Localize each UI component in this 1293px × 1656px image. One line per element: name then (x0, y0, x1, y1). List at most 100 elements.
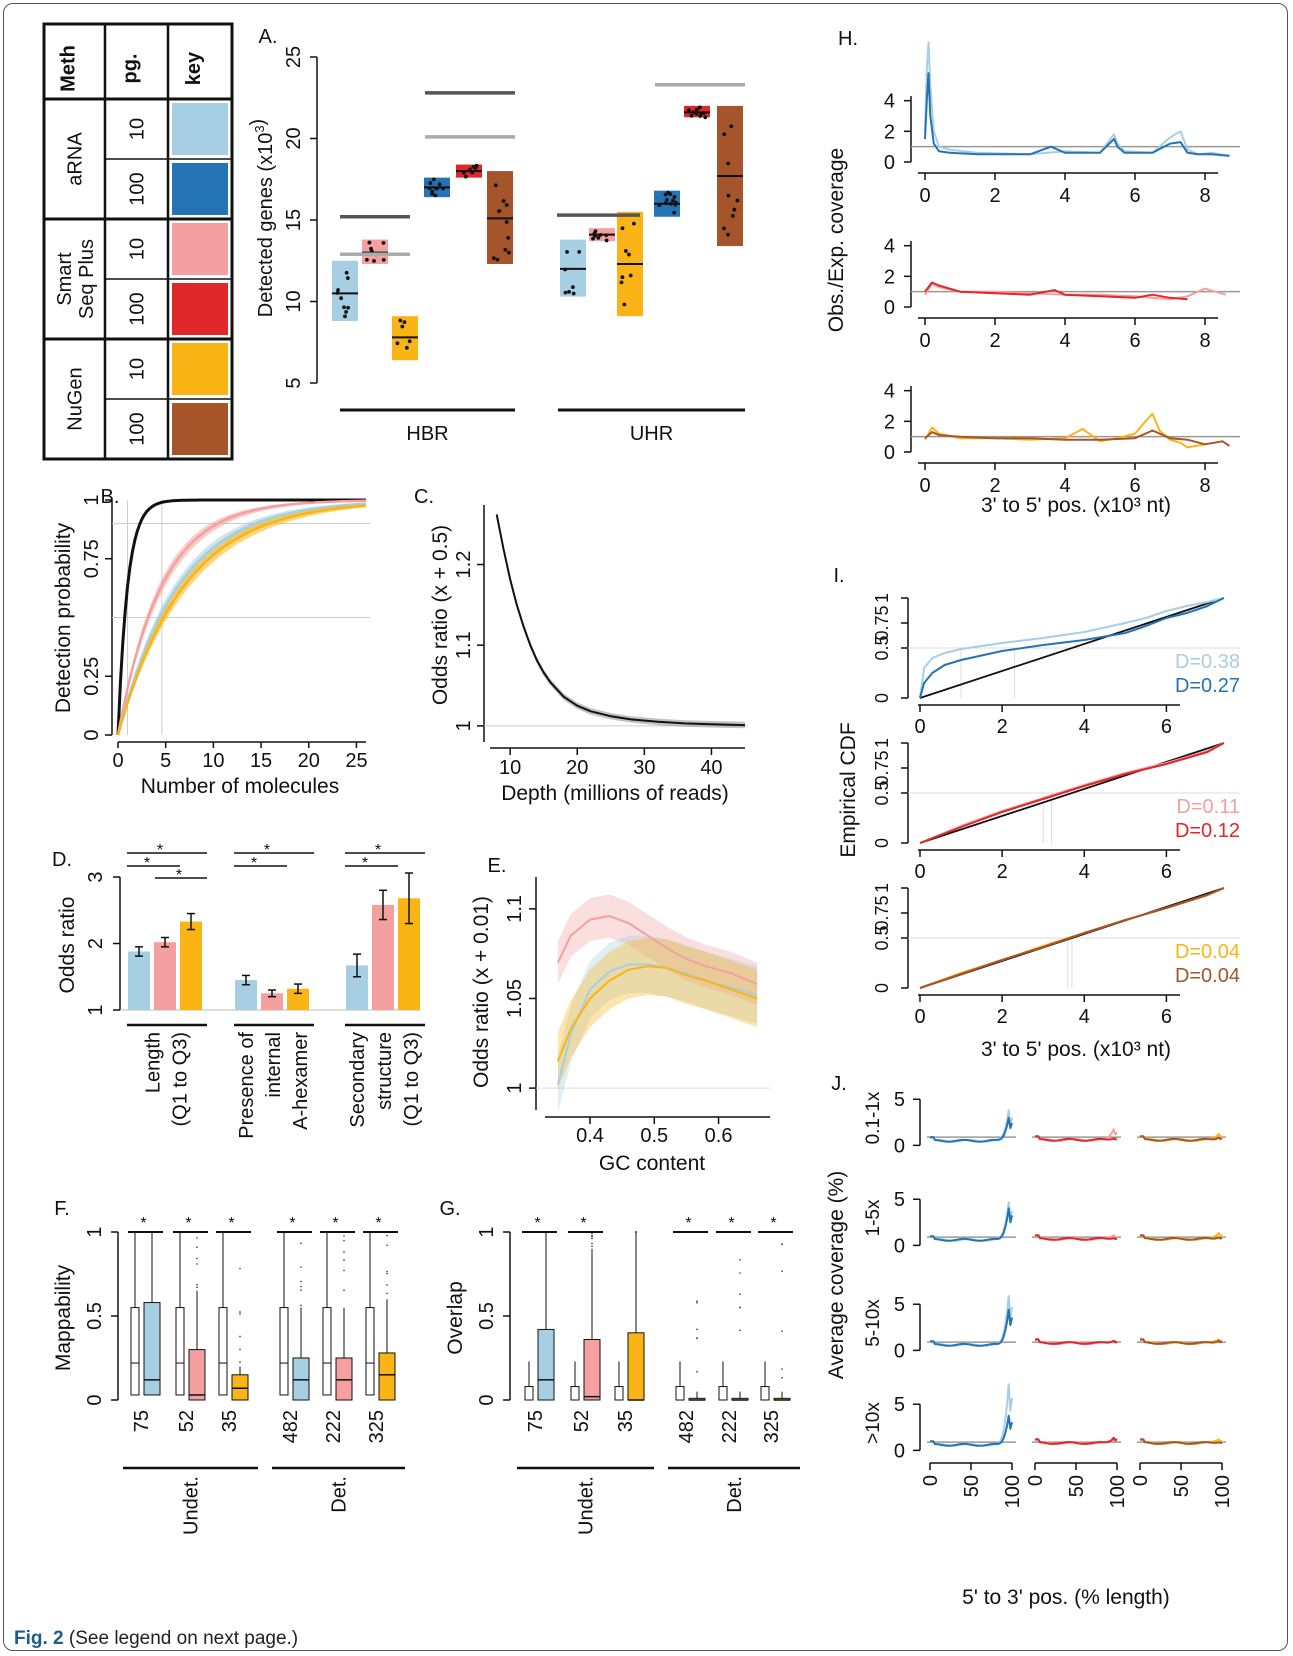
point-a (672, 210, 677, 215)
tick-label-i: 0.75 (872, 750, 892, 785)
axis-title: Mappability (52, 1264, 75, 1371)
bar-d (180, 921, 202, 1010)
outlier (239, 1335, 241, 1338)
point-a (695, 107, 699, 112)
tick-label-j: 100 (1212, 1475, 1234, 1508)
point-a (668, 201, 673, 206)
point-a (372, 259, 376, 263)
outlier (386, 1234, 388, 1237)
axis-title-a-part: ) (247, 119, 269, 126)
panel-label-c: C. (414, 486, 434, 508)
line-j (1034, 1234, 1118, 1241)
key-table-header: Meth (58, 45, 80, 92)
key-method-label: Smart (54, 252, 76, 306)
point-a (604, 233, 609, 238)
bar-d (346, 965, 368, 1010)
tick-label-a: 10 (283, 290, 305, 312)
tick-label-i: 0 (872, 838, 892, 848)
outlier (591, 1236, 593, 1238)
line-e (556, 915, 758, 986)
point-a (571, 291, 576, 296)
outlier (591, 1245, 593, 1247)
tick-label-h: 4 (1059, 330, 1070, 352)
line-h (924, 41, 1230, 157)
tick-label-j: 50 (1171, 1475, 1193, 1497)
row-label-j: >10x (863, 1402, 884, 1444)
tick-label-a: 5 (283, 377, 305, 388)
tick-label-h: 8 (1199, 475, 1210, 497)
point-a (470, 170, 475, 175)
group-label-a: HBR (406, 423, 448, 445)
group-label: Det. (724, 1476, 746, 1513)
point-a (689, 113, 694, 118)
point-a (474, 163, 479, 168)
outlier (781, 1243, 783, 1245)
axis-title-d: Odds ratio (56, 897, 79, 994)
outlier (196, 1286, 198, 1289)
outlier (635, 1231, 637, 1233)
point-a (673, 200, 678, 205)
count-label: 52 (571, 1410, 593, 1432)
bar-d (128, 951, 150, 1010)
point-a (497, 209, 502, 213)
line-j (1034, 1436, 1118, 1445)
outlier (696, 1328, 698, 1331)
point-a (577, 250, 582, 254)
point-a (732, 207, 737, 212)
significance-star: * (728, 1215, 734, 1232)
significance-star: * (289, 1215, 295, 1232)
point-a (506, 250, 511, 255)
line-j (1139, 1338, 1223, 1345)
ks-label-i: D=0.04 (1175, 965, 1240, 987)
outlier (696, 1337, 698, 1339)
tick-label: 0.5 (84, 1302, 106, 1330)
outlier (781, 1330, 783, 1333)
axis-title: Overlap (444, 1281, 467, 1355)
line-j (1034, 1135, 1118, 1142)
line-j (1034, 1338, 1118, 1345)
ks-label-i: D=0.11 (1176, 796, 1240, 818)
significance-star-d: * (251, 855, 257, 872)
figure-frame (3, 3, 1288, 1651)
point-a (433, 193, 438, 198)
count-label: 75 (131, 1410, 153, 1432)
point-a (407, 339, 412, 344)
line-b (116, 498, 366, 736)
box (378, 1352, 396, 1401)
tick-label-j: 0 (894, 1235, 905, 1257)
point-a (463, 174, 468, 179)
tick-label-c: 40 (700, 757, 722, 779)
tick-label-b: 1 (81, 494, 103, 505)
outlier (300, 1304, 302, 1307)
category-label-d: Length (143, 1032, 165, 1093)
point-a (402, 320, 407, 325)
panel-label: G. (439, 1198, 460, 1220)
outlier (696, 1371, 698, 1373)
point-a (729, 124, 734, 129)
tick-label-h: 0 (884, 442, 895, 464)
point-a (730, 213, 735, 218)
tick-label-b: 0 (112, 750, 123, 772)
tick-label-e: 1.05 (504, 979, 526, 1018)
box (143, 1302, 161, 1396)
outlier (739, 1272, 741, 1274)
point-a (493, 183, 498, 188)
point-a (632, 221, 636, 226)
tick-label-c: 1 (453, 720, 475, 731)
point-a (701, 111, 706, 115)
point-a (671, 198, 675, 203)
tick-label-b: 20 (298, 750, 320, 772)
line-j (1139, 1234, 1223, 1241)
tick-label-h: 8 (1199, 185, 1210, 207)
line-e (556, 965, 758, 1062)
key-pg-label: 10 (127, 118, 149, 140)
tick-label-d: 2 (85, 938, 107, 949)
point-a (381, 257, 386, 262)
tick-label-h: 4 (884, 91, 895, 113)
outlier (300, 1242, 302, 1245)
reference-box (675, 1386, 685, 1401)
point-a (623, 249, 628, 253)
point-a (593, 233, 597, 238)
significance-star: * (580, 1215, 586, 1232)
line-j (1139, 1438, 1223, 1445)
